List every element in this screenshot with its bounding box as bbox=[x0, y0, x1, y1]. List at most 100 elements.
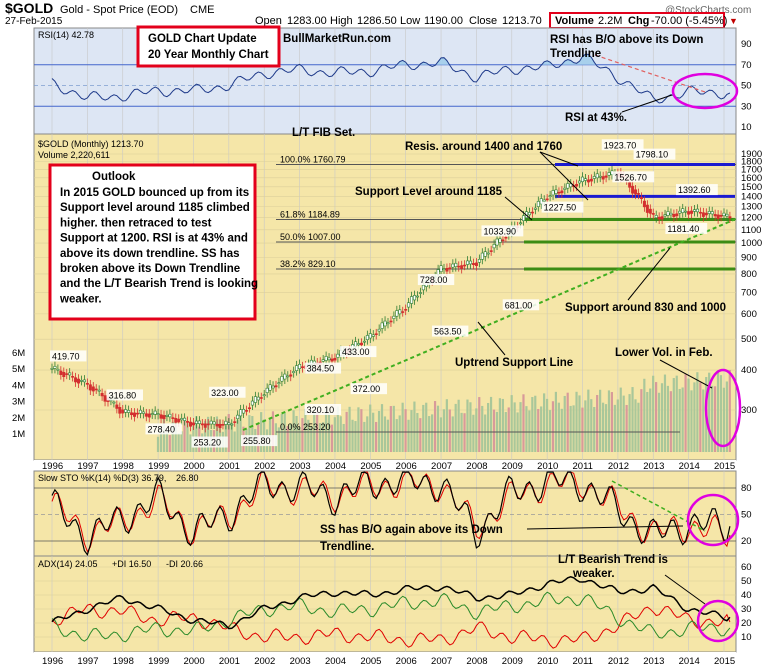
year-tick: 1999 bbox=[148, 461, 169, 472]
low-label: Low bbox=[400, 15, 420, 27]
volume-highlight-ellipse bbox=[704, 368, 742, 448]
volume-tick: 2M bbox=[12, 413, 25, 424]
candle-body bbox=[672, 214, 676, 217]
volume-bar bbox=[693, 382, 696, 452]
volume-bar bbox=[489, 396, 493, 452]
year-tick: 2011 bbox=[573, 656, 593, 667]
price-tick: 300 bbox=[741, 405, 757, 416]
candle-body bbox=[383, 320, 387, 327]
candle-body bbox=[690, 210, 694, 214]
candle-body bbox=[492, 244, 496, 249]
candle-body bbox=[71, 376, 75, 378]
candle-body bbox=[324, 356, 328, 361]
peak-label-bg bbox=[304, 404, 342, 416]
peak-label: 384.50 bbox=[307, 364, 335, 374]
peak-label-bg bbox=[665, 222, 708, 234]
candle-body bbox=[224, 420, 228, 425]
volume-bar bbox=[531, 397, 534, 452]
volume-bar bbox=[336, 406, 339, 452]
price-tick: 1800 bbox=[741, 156, 762, 167]
candle-body bbox=[82, 379, 86, 383]
volume-bar bbox=[578, 395, 581, 452]
volume-bar bbox=[469, 402, 472, 452]
year-tick: 2008 bbox=[466, 656, 487, 667]
candle-body bbox=[719, 214, 723, 217]
volume-bar bbox=[204, 420, 207, 452]
adx-note-1: L/T Bearish Trend is bbox=[558, 554, 668, 566]
year-tick: 2003 bbox=[290, 461, 311, 472]
note-support-830: Support around 830 and 1000 bbox=[565, 302, 726, 314]
volume-bar bbox=[519, 402, 522, 452]
volume-bar bbox=[687, 378, 690, 452]
volume-bar bbox=[183, 417, 186, 452]
candle-body bbox=[127, 410, 131, 413]
open-value: 1283.00 bbox=[287, 15, 327, 27]
candle-body bbox=[68, 372, 72, 376]
price-tick: 500 bbox=[741, 334, 757, 345]
peak-label: 372.00 bbox=[353, 384, 381, 394]
candle-body bbox=[539, 198, 543, 205]
close-label: Close bbox=[469, 15, 497, 27]
volume-bar bbox=[448, 409, 451, 452]
peak-label: 728.00 bbox=[420, 275, 448, 285]
year-tick: 1997 bbox=[77, 461, 98, 472]
volume-bar bbox=[599, 389, 602, 452]
volume-bar bbox=[725, 381, 728, 452]
note-support-1185-arrow bbox=[504, 196, 533, 221]
symbol-title: $GOLD bbox=[5, 0, 53, 16]
volume-bar bbox=[587, 389, 590, 452]
adx-label: ADX(14) 24.05 bbox=[38, 559, 98, 569]
volume-bar bbox=[165, 430, 168, 452]
volume-bar bbox=[513, 402, 516, 452]
volume-bar bbox=[171, 421, 174, 452]
candle-body bbox=[194, 420, 198, 424]
candle-body bbox=[380, 322, 384, 329]
candle-body bbox=[675, 213, 679, 217]
candle-body bbox=[663, 214, 667, 217]
sto-tick: 80 bbox=[741, 483, 752, 494]
volume-bar bbox=[696, 372, 699, 452]
price-tick: 700 bbox=[741, 287, 757, 298]
outlook-line: higher. then retraced to test bbox=[60, 217, 212, 229]
volume-bar bbox=[239, 413, 242, 452]
candle-body bbox=[628, 182, 632, 188]
candle-body bbox=[124, 409, 128, 413]
candle-body bbox=[115, 404, 119, 409]
volume-bar bbox=[310, 425, 313, 452]
candle-body bbox=[336, 353, 340, 358]
fib-level-label: 61.8% 1184.89 bbox=[280, 209, 340, 219]
candle-body bbox=[669, 212, 673, 216]
candle-body bbox=[548, 195, 552, 197]
year-tick: 2004 bbox=[325, 656, 346, 667]
candle-body bbox=[560, 190, 564, 194]
candle-body bbox=[404, 309, 408, 311]
year-tick: 1998 bbox=[113, 656, 134, 667]
volume-bar bbox=[348, 406, 351, 452]
sto-highlight-ellipse bbox=[686, 493, 740, 547]
volume-bar bbox=[351, 419, 354, 452]
candle-body bbox=[88, 384, 92, 391]
candle-body bbox=[451, 263, 455, 268]
candle-body bbox=[374, 333, 378, 336]
outlook-box bbox=[48, 163, 257, 321]
volume-bar bbox=[463, 413, 466, 452]
volume-bar bbox=[413, 401, 416, 452]
candle-body bbox=[365, 335, 369, 341]
volume-bar bbox=[702, 389, 705, 452]
peak-label-bg bbox=[417, 274, 455, 286]
volume-bar bbox=[472, 414, 475, 452]
volume-bar bbox=[321, 422, 325, 452]
peak-label-bg bbox=[676, 184, 718, 196]
year-tick: 2009 bbox=[502, 656, 523, 667]
year-tick: 2015 bbox=[714, 656, 735, 667]
volume-bar bbox=[260, 412, 263, 452]
candle-body bbox=[56, 368, 60, 371]
peak-label: 316.80 bbox=[109, 390, 137, 400]
candle-body bbox=[283, 373, 287, 380]
candle-body bbox=[79, 380, 83, 382]
volume-label: Volume bbox=[555, 15, 594, 27]
volume-bar bbox=[669, 391, 672, 452]
candle-body bbox=[247, 407, 251, 410]
candle-body bbox=[607, 172, 611, 176]
note-volume-arrow bbox=[659, 359, 713, 389]
